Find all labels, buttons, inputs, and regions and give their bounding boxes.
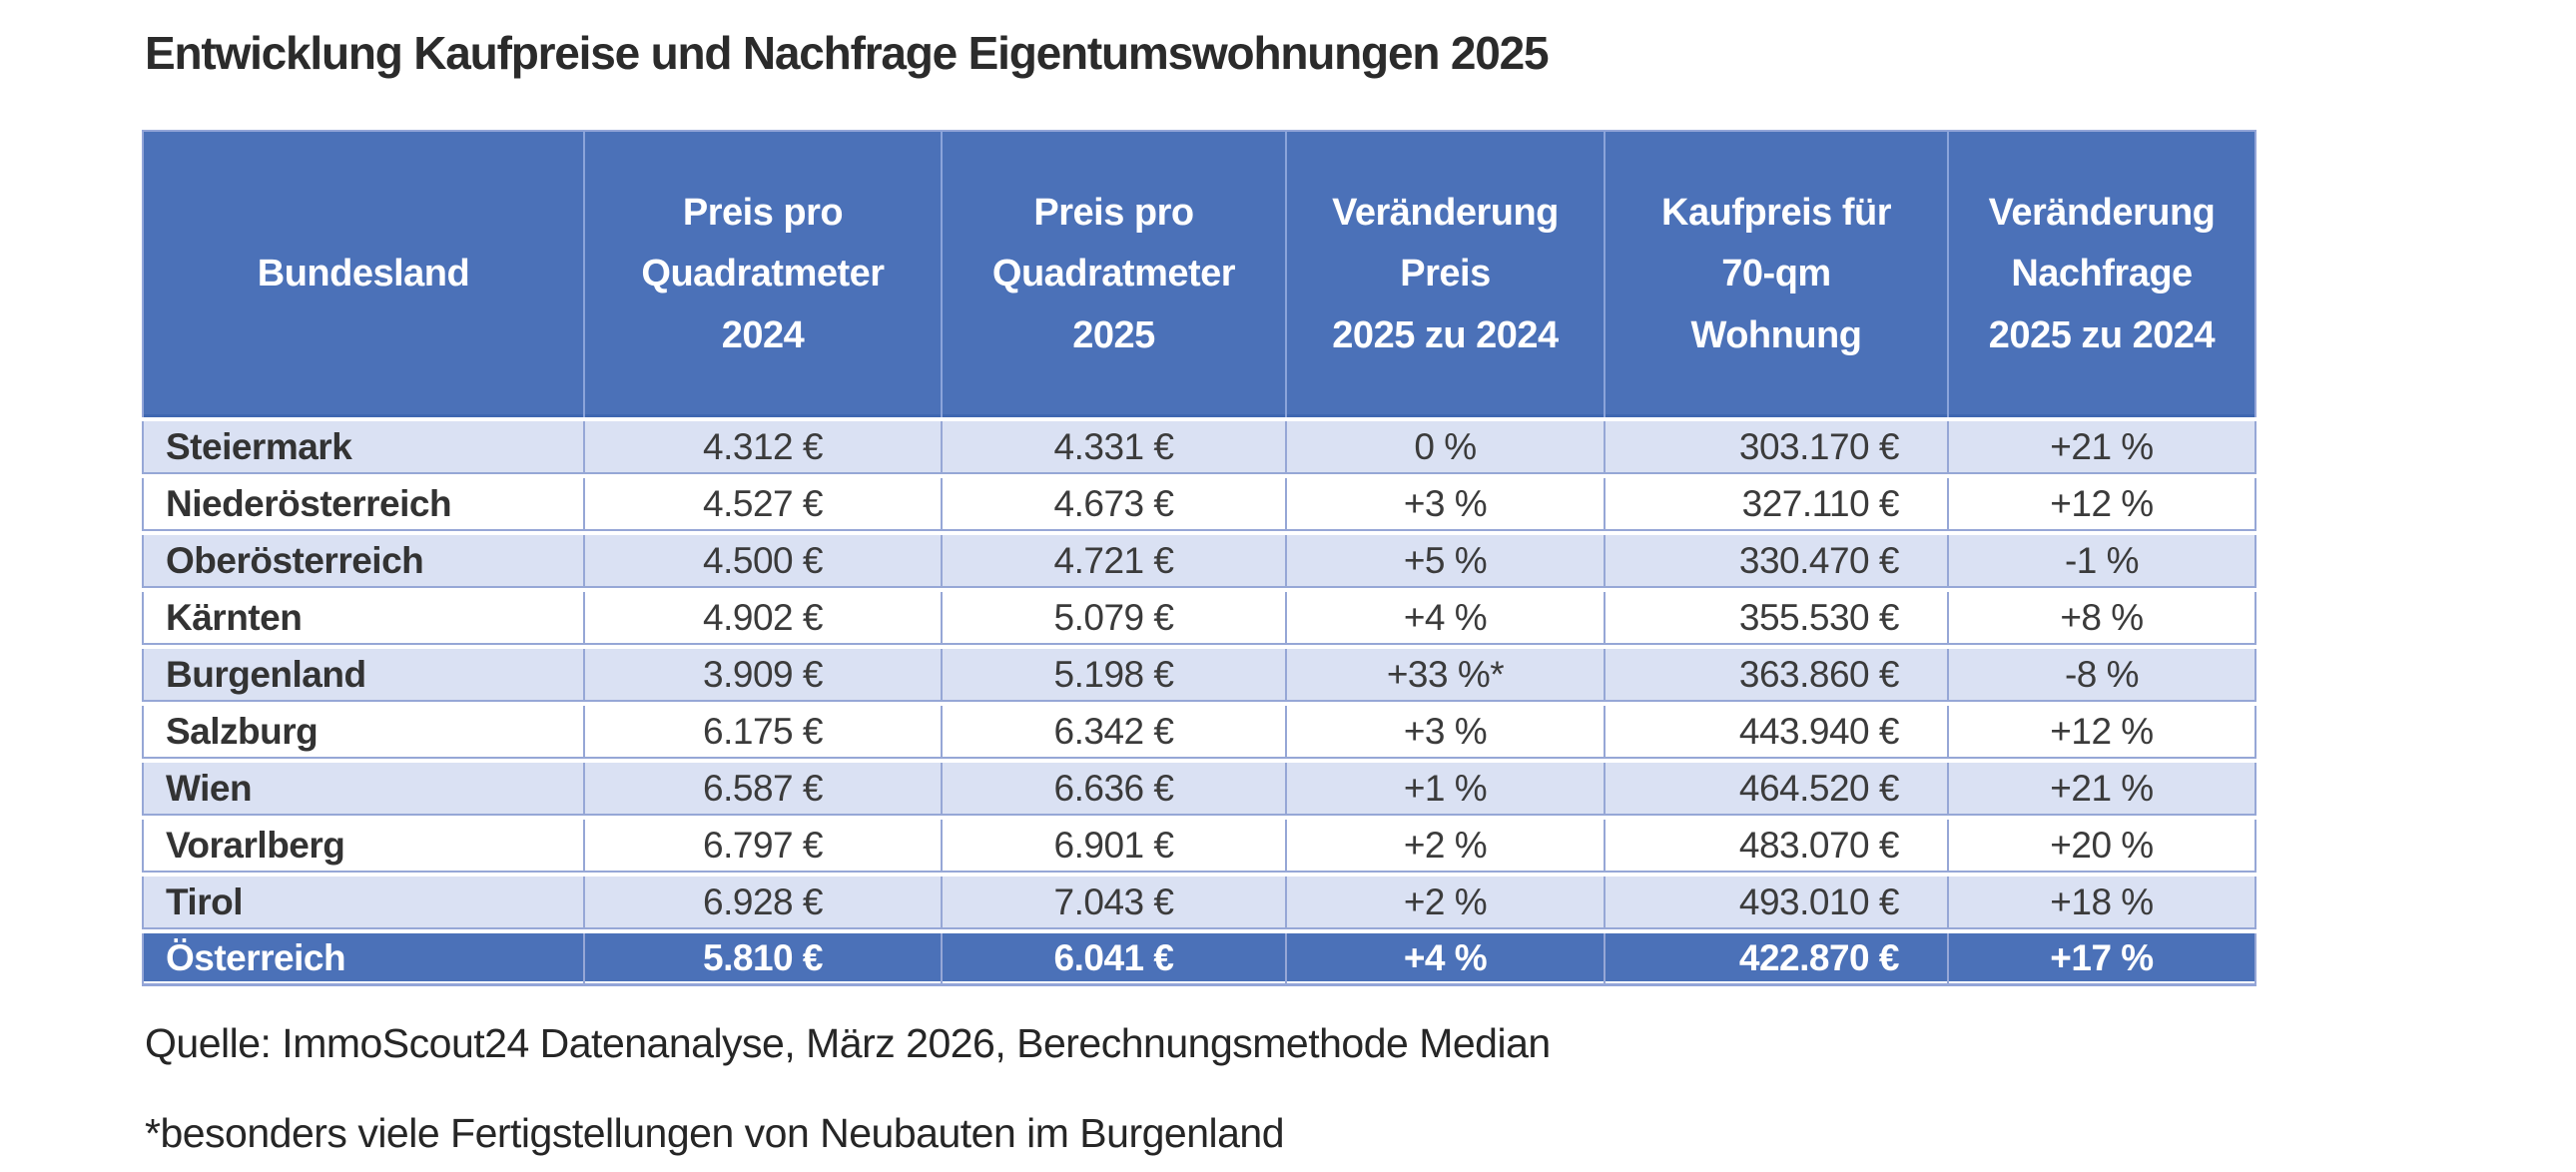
cell-kaufpreis-70qm: 363.860 €	[1604, 649, 1947, 702]
cell-veraenderung-preis: +5 %	[1285, 535, 1604, 588]
cell-veraenderung-preis: +3 %	[1285, 706, 1604, 759]
cell-veraenderung-nachfrage: +21 %	[1947, 763, 2256, 816]
cell-veraenderung-nachfrage: +17 %	[1947, 933, 2256, 986]
column-header-veraenderung-nachfrage: Veränderung Nachfrage 2025 zu 2024	[1947, 130, 2256, 417]
cell-veraenderung-nachfrage: -1 %	[1947, 535, 2256, 588]
cell-veraenderung-preis: 0 %	[1285, 421, 1604, 474]
table-row-kaernten: Kärnten 4.902 € 5.079 € +4 % 355.530 € +…	[142, 592, 2256, 645]
cell-veraenderung-preis: +2 %	[1285, 820, 1604, 873]
table-row-steiermark: Steiermark 4.312 € 4.331 € 0 % 303.170 €…	[142, 421, 2256, 474]
cell-bundesland: Wien	[142, 763, 583, 816]
cell-veraenderung-nachfrage: +8 %	[1947, 592, 2256, 645]
cell-preis-2024: 4.500 €	[583, 535, 941, 588]
cell-bundesland: Steiermark	[142, 421, 583, 474]
cell-kaufpreis-70qm: 443.940 €	[1604, 706, 1947, 759]
cell-preis-2025: 4.721 €	[941, 535, 1285, 588]
cell-bundesland: Kärnten	[142, 592, 583, 645]
cell-veraenderung-preis: +33 %*	[1285, 649, 1604, 702]
table-row-burgenland: Burgenland 3.909 € 5.198 € +33 %* 363.86…	[142, 649, 2256, 702]
cell-preis-2025: 6.636 €	[941, 763, 1285, 816]
cell-preis-2025: 5.079 €	[941, 592, 1285, 645]
cell-veraenderung-preis: +3 %	[1285, 478, 1604, 531]
table-row-total-oesterreich: Österreich 5.810 € 6.041 € +4 % 422.870 …	[142, 933, 2256, 986]
table-row-salzburg: Salzburg 6.175 € 6.342 € +3 % 443.940 € …	[142, 706, 2256, 759]
cell-preis-2025: 6.041 €	[941, 933, 1285, 986]
cell-veraenderung-nachfrage: +18 %	[1947, 877, 2256, 929]
cell-veraenderung-nachfrage: +12 %	[1947, 706, 2256, 759]
cell-kaufpreis-70qm: 422.870 €	[1604, 933, 1947, 986]
cell-kaufpreis-70qm: 330.470 €	[1604, 535, 1947, 588]
cell-preis-2024: 6.587 €	[583, 763, 941, 816]
header-row: Bundesland Preis pro Quadratmeter 2024 P…	[142, 130, 2256, 417]
page-title: Entwicklung Kaufpreise und Nachfrage Eig…	[145, 27, 1550, 79]
cell-preis-2024: 6.928 €	[583, 877, 941, 929]
cell-preis-2025: 6.342 €	[941, 706, 1285, 759]
cell-preis-2025: 6.901 €	[941, 820, 1285, 873]
table-body: Steiermark 4.312 € 4.331 € 0 % 303.170 €…	[142, 421, 2256, 986]
cell-bundesland: Österreich	[142, 933, 583, 986]
cell-preis-2024: 5.810 €	[583, 933, 941, 986]
cell-bundesland: Burgenland	[142, 649, 583, 702]
cell-veraenderung-nachfrage: +20 %	[1947, 820, 2256, 873]
cell-veraenderung-preis: +4 %	[1285, 592, 1604, 645]
cell-preis-2024: 4.312 €	[583, 421, 941, 474]
cell-bundesland: Salzburg	[142, 706, 583, 759]
column-header-kaufpreis-70qm: Kaufpreis für 70-qm Wohnung	[1604, 130, 1947, 417]
cell-kaufpreis-70qm: 303.170 €	[1604, 421, 1947, 474]
table-row-oberoesterreich: Oberösterreich 4.500 € 4.721 € +5 % 330.…	[142, 535, 2256, 588]
cell-bundesland: Oberösterreich	[142, 535, 583, 588]
cell-bundesland: Tirol	[142, 877, 583, 929]
column-header-bundesland: Bundesland	[142, 130, 583, 417]
cell-veraenderung-nachfrage: +21 %	[1947, 421, 2256, 474]
cell-preis-2024: 4.527 €	[583, 478, 941, 531]
column-header-preis-2024: Preis pro Quadratmeter 2024	[583, 130, 941, 417]
cell-veraenderung-nachfrage: -8 %	[1947, 649, 2256, 702]
cell-preis-2025: 7.043 €	[941, 877, 1285, 929]
table-row-tirol: Tirol 6.928 € 7.043 € +2 % 493.010 € +18…	[142, 877, 2256, 929]
cell-veraenderung-nachfrage: +12 %	[1947, 478, 2256, 531]
cell-bundesland: Niederösterreich	[142, 478, 583, 531]
cell-preis-2025: 4.673 €	[941, 478, 1285, 531]
cell-preis-2024: 6.797 €	[583, 820, 941, 873]
price-table-container: Bundesland Preis pro Quadratmeter 2024 P…	[142, 126, 2256, 990]
table-row-vorarlberg: Vorarlberg 6.797 € 6.901 € +2 % 483.070 …	[142, 820, 2256, 873]
source-note: Quelle: ImmoScout24 Datenanalyse, März 2…	[145, 1020, 1551, 1066]
cell-kaufpreis-70qm: 493.010 €	[1604, 877, 1947, 929]
cell-preis-2024: 4.902 €	[583, 592, 941, 645]
price-table: Bundesland Preis pro Quadratmeter 2024 P…	[142, 126, 2256, 990]
cell-kaufpreis-70qm: 483.070 €	[1604, 820, 1947, 873]
cell-preis-2024: 3.909 €	[583, 649, 941, 702]
cell-preis-2025: 5.198 €	[941, 649, 1285, 702]
column-header-veraenderung-preis: Veränderung Preis 2025 zu 2024	[1285, 130, 1604, 417]
table-row-niederoesterreich: Niederösterreich 4.527 € 4.673 € +3 % 32…	[142, 478, 2256, 531]
table-row-wien: Wien 6.587 € 6.636 € +1 % 464.520 € +21 …	[142, 763, 2256, 816]
cell-kaufpreis-70qm: 327.110 €	[1604, 478, 1947, 531]
cell-preis-2024: 6.175 €	[583, 706, 941, 759]
cell-kaufpreis-70qm: 355.530 €	[1604, 592, 1947, 645]
cell-veraenderung-preis: +2 %	[1285, 877, 1604, 929]
cell-veraenderung-preis: +1 %	[1285, 763, 1604, 816]
cell-kaufpreis-70qm: 464.520 €	[1604, 763, 1947, 816]
cell-preis-2025: 4.331 €	[941, 421, 1285, 474]
table-header: Bundesland Preis pro Quadratmeter 2024 P…	[142, 130, 2256, 417]
column-header-preis-2025: Preis pro Quadratmeter 2025	[941, 130, 1285, 417]
cell-bundesland: Vorarlberg	[142, 820, 583, 873]
cell-veraenderung-preis: +4 %	[1285, 933, 1604, 986]
asterisk-note: *besonders viele Fertigstellungen von Ne…	[145, 1110, 1285, 1156]
